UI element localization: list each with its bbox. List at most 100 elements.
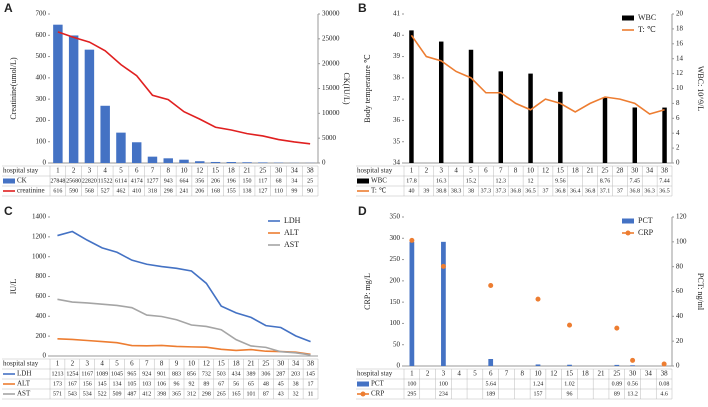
table-row-label: CK: [17, 177, 27, 185]
bar: [195, 161, 205, 163]
table-value: 56: [233, 381, 239, 387]
y2-tick-label: 0: [322, 159, 326, 167]
table-value: 15.2: [466, 178, 477, 184]
x-tick-label: 30: [277, 360, 285, 368]
y-tick-label: 1200: [32, 232, 47, 240]
x-tick-label: 12: [196, 167, 204, 175]
table-value: 106: [157, 381, 166, 387]
y-tick-label: 1400: [32, 213, 47, 221]
table-value: 99: [291, 188, 297, 194]
x-tick-label: 3: [442, 370, 446, 378]
bar: [614, 364, 620, 366]
x-tick-label: 1: [410, 370, 414, 378]
bar: [535, 364, 541, 366]
table-value: 27848: [50, 178, 65, 184]
x-tick-label: 21: [598, 370, 606, 378]
y2-tick-label: 5000: [322, 134, 337, 142]
y-tick-label: 100: [390, 319, 401, 327]
bar: [438, 41, 444, 163]
table-header: hospital stay: [357, 167, 393, 175]
bar: [662, 107, 667, 163]
x-tick-label: 8: [520, 370, 524, 378]
y-tick-label: 100: [36, 137, 47, 145]
table-value: 1254: [66, 371, 78, 377]
y-tick-label: 50: [393, 340, 401, 348]
y2-tick-label: 20: [676, 10, 684, 18]
y-tick-label: 500: [36, 52, 47, 60]
table-value: 901: [157, 371, 166, 377]
table-value: 13.2: [627, 391, 638, 397]
x-tick-label: 6: [489, 370, 493, 378]
x-tick-label: 12: [203, 360, 211, 368]
y2-tick-label: 20: [676, 337, 684, 345]
table-value: 12: [528, 178, 534, 184]
y2-tick-label: 0: [676, 159, 680, 167]
table-value: 37.3: [496, 188, 507, 194]
line: [410, 34, 665, 115]
table-value: 856: [187, 371, 196, 377]
dot: [488, 283, 494, 289]
table-value: 965: [127, 371, 136, 377]
table-value: 36.4: [570, 188, 581, 194]
y2-tick-label: 14: [676, 54, 684, 62]
x-tick-label: 5: [473, 370, 477, 378]
table-value: 100: [439, 381, 448, 387]
bar: [409, 241, 415, 366]
table-value: 509: [113, 391, 122, 397]
bar: [567, 364, 572, 366]
bar: [84, 49, 95, 163]
legend-label: ALT: [284, 228, 299, 237]
x-tick-label: 34: [646, 167, 654, 175]
table-value: 318: [148, 188, 157, 194]
table-value: 4.6: [660, 391, 668, 397]
table-value: 0.56: [627, 381, 638, 387]
x-tick-label: 4: [103, 167, 107, 175]
line: [57, 338, 311, 356]
bar: [441, 241, 446, 366]
table-value: 590: [69, 188, 78, 194]
table-value: 365: [172, 391, 181, 397]
table-value: 168: [211, 188, 220, 194]
table-value: 410: [132, 188, 141, 194]
table-value: 145: [306, 371, 315, 377]
y-tick-label: 40: [393, 31, 401, 39]
table-value: 87: [263, 391, 269, 397]
table-value: 145: [98, 381, 107, 387]
table-value: 924: [142, 371, 151, 377]
bar: [498, 71, 504, 163]
table-value: 206: [211, 178, 220, 184]
x-tick-label: 38: [307, 360, 315, 368]
x-tick-label: 2: [71, 360, 75, 368]
table-value: 1.02: [564, 381, 575, 387]
y-tick-label: 200: [390, 276, 401, 284]
x-tick-label: 30: [275, 167, 283, 175]
table-value: 92: [188, 381, 194, 387]
y-tick-label: 400: [36, 312, 47, 320]
x-tick-label: 38: [661, 167, 669, 175]
dot: [535, 296, 541, 302]
y-tick-label: 150: [390, 298, 401, 306]
table-value: 1213: [51, 371, 63, 377]
table-value: 39: [423, 188, 429, 194]
table-row-label: creatinine: [17, 187, 45, 195]
x-tick-label: 3: [88, 167, 92, 175]
table-value: 96: [174, 381, 180, 387]
y-tick-label: 600: [36, 292, 47, 300]
legend-swatch: [622, 15, 634, 21]
bar: [409, 30, 414, 163]
table-value: 101: [247, 391, 256, 397]
bar: [68, 35, 79, 163]
x-tick-label: 3: [85, 360, 89, 368]
table-value: 412: [142, 391, 151, 397]
dot: [409, 237, 415, 243]
y-tick-label: 37: [393, 95, 401, 103]
x-tick-label: 30: [631, 167, 639, 175]
table-value: 38: [293, 381, 299, 387]
y2-tick-label: 12: [676, 69, 684, 77]
legend-label: WBC: [638, 13, 656, 22]
table-value: 38: [468, 188, 474, 194]
x-tick-label: 21: [244, 167, 252, 175]
y-tick-label: 0: [397, 362, 401, 370]
x-tick-label: 2: [426, 370, 430, 378]
